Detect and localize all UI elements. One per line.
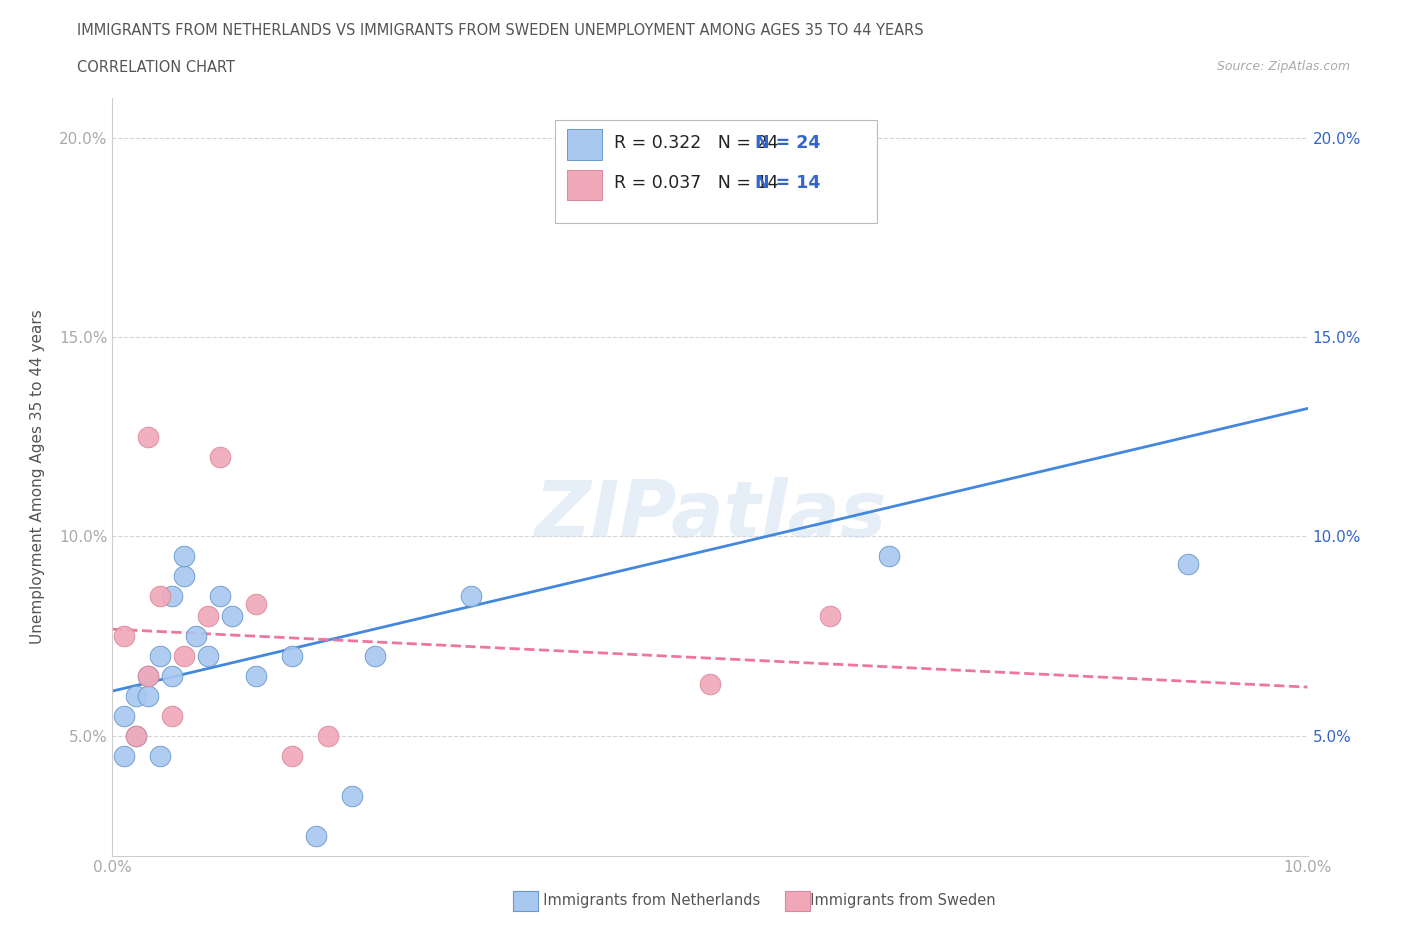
Point: [186, 629, 208, 644]
Text: R = 0.037   N = 14: R = 0.037 N = 14: [614, 174, 779, 193]
Point: [1177, 557, 1199, 572]
Point: [125, 728, 148, 743]
Point: [197, 649, 219, 664]
Point: [149, 649, 172, 664]
Point: [162, 589, 183, 604]
Point: [794, 190, 817, 205]
Point: [149, 589, 172, 604]
FancyBboxPatch shape: [554, 120, 877, 222]
Point: [281, 649, 304, 664]
Point: [138, 669, 160, 684]
Point: [138, 430, 160, 445]
Text: Immigrants from Sweden: Immigrants from Sweden: [801, 893, 995, 908]
Text: Source: ZipAtlas.com: Source: ZipAtlas.com: [1216, 60, 1350, 73]
Text: N = 24: N = 24: [755, 134, 821, 153]
Point: [209, 449, 232, 464]
Point: [245, 669, 267, 684]
Point: [460, 589, 482, 604]
Point: [114, 749, 135, 764]
FancyBboxPatch shape: [567, 129, 603, 160]
Point: [149, 749, 172, 764]
Point: [209, 589, 232, 604]
Point: [197, 609, 219, 624]
Point: [114, 629, 135, 644]
Point: [162, 709, 183, 724]
Text: CORRELATION CHART: CORRELATION CHART: [77, 60, 235, 75]
Point: [245, 597, 267, 612]
Point: [173, 649, 195, 664]
Text: R = 0.322   N = 24: R = 0.322 N = 24: [614, 134, 779, 153]
Point: [125, 728, 148, 743]
Point: [114, 709, 135, 724]
Y-axis label: Unemployment Among Ages 35 to 44 years: Unemployment Among Ages 35 to 44 years: [31, 310, 45, 644]
Point: [699, 677, 721, 692]
Point: [281, 749, 304, 764]
Point: [879, 549, 901, 564]
Text: Immigrants from Netherlands: Immigrants from Netherlands: [534, 893, 761, 908]
Point: [364, 649, 387, 664]
Text: IMMIGRANTS FROM NETHERLANDS VS IMMIGRANTS FROM SWEDEN UNEMPLOYMENT AMONG AGES 35: IMMIGRANTS FROM NETHERLANDS VS IMMIGRANT…: [77, 23, 924, 38]
Text: ZIPatlas: ZIPatlas: [534, 476, 886, 552]
Point: [173, 549, 195, 564]
Point: [173, 569, 195, 584]
Point: [138, 688, 160, 703]
Point: [221, 609, 243, 624]
Point: [818, 609, 841, 624]
Point: [162, 669, 183, 684]
Point: [340, 789, 363, 804]
Point: [125, 688, 148, 703]
Text: N = 14: N = 14: [755, 174, 821, 193]
Point: [305, 829, 328, 844]
FancyBboxPatch shape: [567, 169, 603, 200]
Point: [138, 669, 160, 684]
Point: [316, 728, 339, 743]
